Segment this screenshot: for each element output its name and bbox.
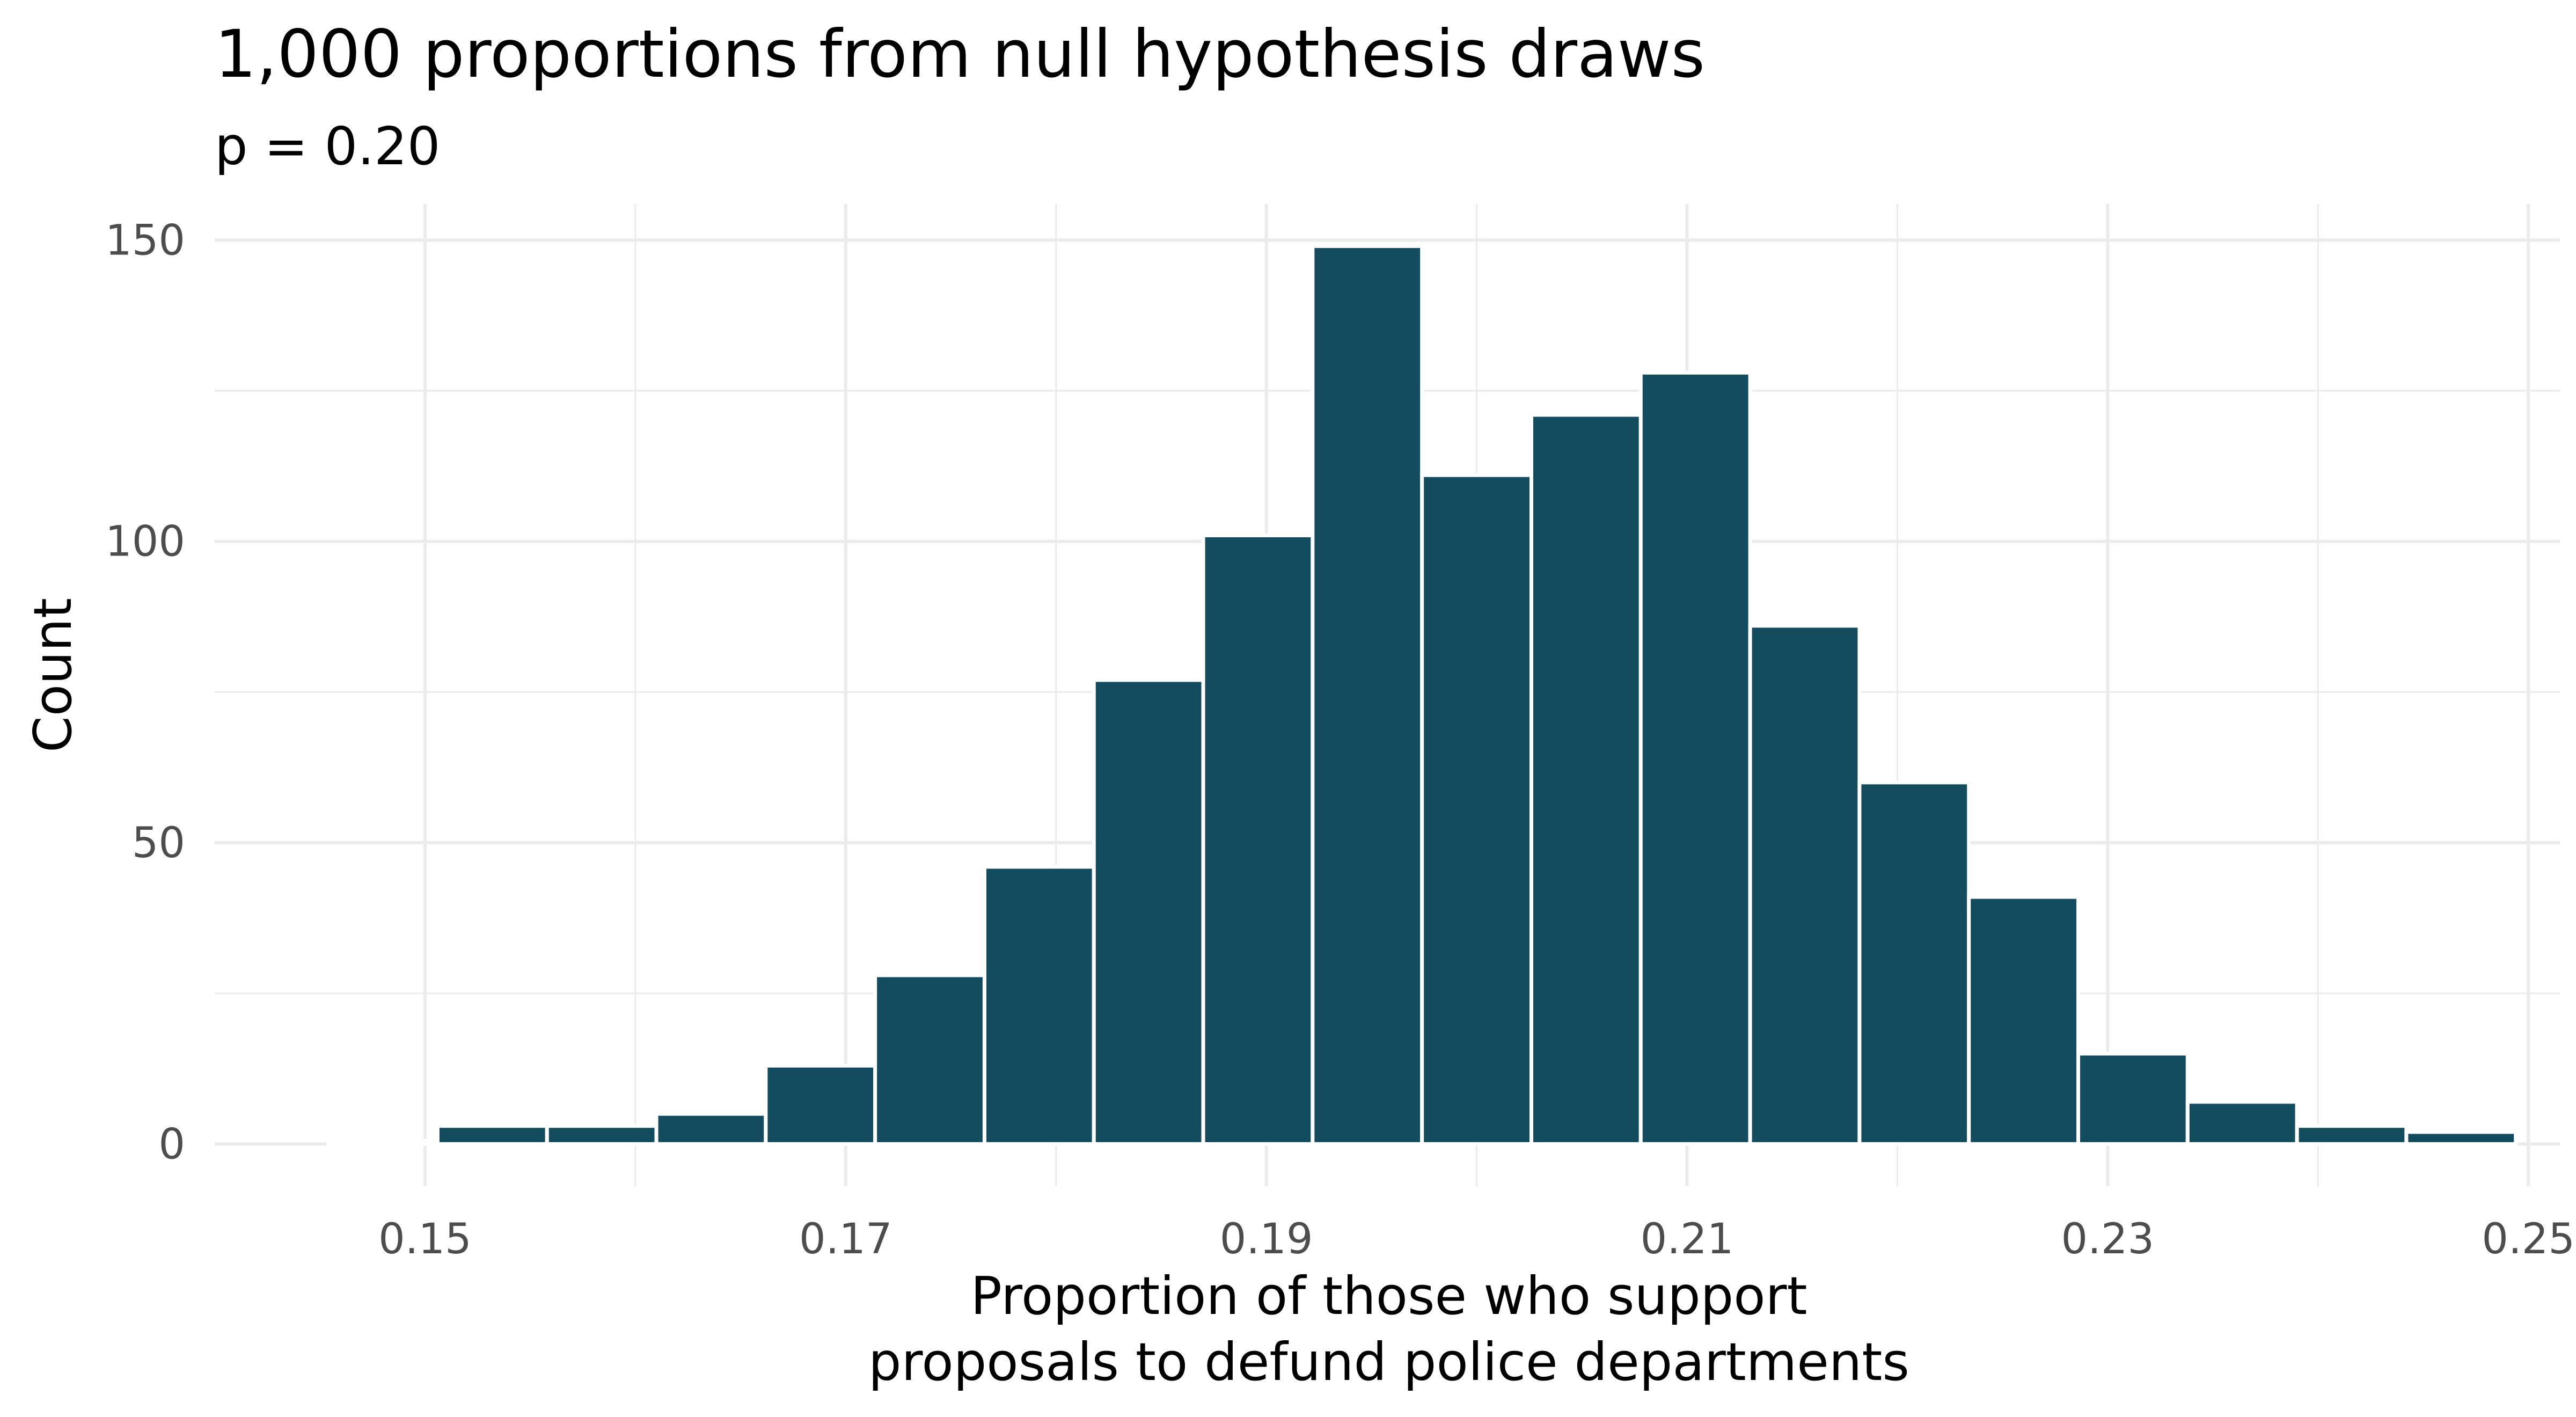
histogram-bar-3 [545,1124,658,1146]
histogram-bar-5 [764,1063,877,1146]
y-axis-tick-labels: 0 50 100 150 [105,216,185,1168]
y-tick-label: 150 [105,216,185,265]
histogram-bar-19 [2295,1124,2409,1146]
x-axis-tick-labels: 0.15 0.17 0.19 0.21 0.23 0.25 [378,1215,2575,1263]
chart-subtitle: p = 0.20 [215,116,441,177]
histogram-bar-14 [1748,624,1862,1146]
x-tick-label: 0.23 [2061,1215,2155,1263]
histogram-bar-17 [2076,1051,2190,1146]
y-axis-title: Count [23,598,83,753]
x-axis-title-line-1: Proportion of those who support [971,1266,1807,1326]
x-tick-label: 0.19 [1220,1215,1313,1263]
histogram-bars [326,244,2518,1146]
histogram-bar-10 [1311,244,1424,1146]
histogram-bar-11 [1420,473,1533,1146]
histogram-bar-20 [2404,1130,2518,1146]
histogram-bar-7 [982,865,1096,1146]
histogram-bar-4 [654,1112,768,1146]
x-axis-title-line-2: proposals to defund police departments [868,1332,1909,1392]
x-tick-label: 0.17 [799,1215,892,1263]
x-tick-label: 0.21 [1641,1215,1734,1263]
histogram-bar-18 [2185,1100,2299,1146]
histogram-bar-1 [326,1139,440,1146]
histogram-bar-16 [1967,895,2080,1146]
x-tick-label: 0.25 [2482,1215,2575,1263]
y-tick-label: 50 [132,819,185,867]
x-tick-label: 0.15 [378,1215,472,1263]
histogram-bar-2 [435,1124,549,1146]
histogram-bar-13 [1638,370,1752,1146]
histogram-bar-15 [1857,780,1971,1146]
y-tick-label: 0 [158,1120,185,1168]
histogram-bar-8 [1092,678,1205,1146]
chart-title: 1,000 proportions from null hypothesis d… [215,16,1705,92]
y-tick-label: 100 [105,518,185,566]
histogram-bar-9 [1201,533,1315,1146]
histogram-bar-6 [873,973,986,1146]
histogram-bar-12 [1529,413,1643,1146]
